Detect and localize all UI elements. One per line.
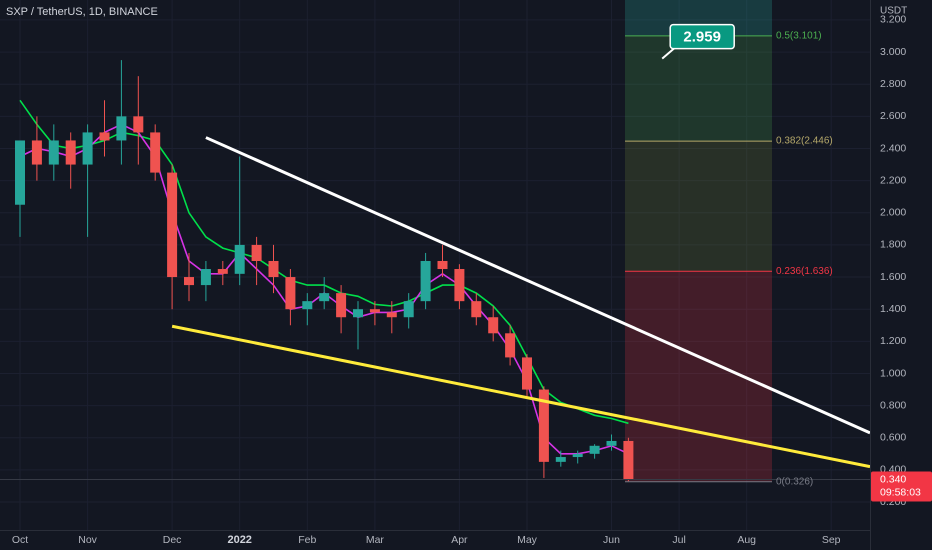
x-tick-label: Mar (366, 534, 385, 546)
candle-body (15, 140, 25, 205)
fib-zone (625, 271, 772, 482)
fib-zone (625, 35, 772, 142)
y-tick-label: 0.800 (880, 399, 906, 411)
candle-body (167, 172, 178, 278)
callout-box (669, 23, 735, 50)
candle-body (420, 260, 431, 302)
fib-label: 0.382(2.446) (776, 136, 833, 147)
y-tick-label: 1.800 (880, 239, 906, 251)
x-tick-label: Jul (672, 534, 685, 546)
y-tick-label: 3.200 (880, 14, 906, 26)
trend-line (171, 324, 871, 469)
y-tick-label: 1.400 (880, 303, 906, 315)
candle-body (302, 301, 313, 310)
currency-label: USDT (880, 6, 907, 17)
candle-body (184, 277, 194, 286)
candle-body (150, 132, 161, 173)
candle-body (234, 244, 245, 274)
candle-body (116, 116, 127, 141)
candle-body (555, 457, 566, 462)
fib-label: 0.5(3.101) (776, 30, 822, 41)
countdown-label: 09:58:03 (880, 486, 921, 498)
candle-body (488, 317, 499, 334)
y-tick-label: 1.200 (880, 335, 906, 347)
x-tick-label: Jun (603, 534, 620, 546)
x-tick-label: Oct (12, 534, 28, 546)
candle-body (336, 293, 347, 318)
candle-body (353, 309, 363, 318)
candle-body (522, 357, 532, 390)
y-tick-label: 2.600 (880, 110, 906, 122)
candle-body (268, 260, 279, 278)
y-tick-label: 2.000 (880, 207, 906, 219)
trend-line (205, 136, 871, 435)
candle-body (200, 269, 211, 286)
candle-body (471, 301, 482, 318)
y-tick-label: 1.600 (880, 271, 906, 283)
candle-body (285, 277, 296, 310)
candle-body (99, 132, 110, 141)
callout-label: 2.959 (683, 29, 721, 46)
candle-body (217, 269, 228, 274)
candle-body (251, 244, 262, 261)
x-tick-label: Apr (451, 534, 468, 546)
y-tick-label: 2.400 (880, 142, 906, 154)
candle-body (589, 445, 600, 454)
y-tick-label: 0.600 (880, 432, 906, 444)
x-tick-label: Aug (737, 534, 756, 546)
x-tick-label: May (517, 534, 538, 546)
last-price-label: 0.340 (880, 473, 906, 485)
y-tick-label: 2.800 (880, 78, 906, 90)
candle-body (505, 333, 516, 358)
x-tick-label: Sep (822, 534, 841, 546)
candle-body (403, 301, 414, 318)
y-tick-label: 1.000 (880, 367, 906, 379)
candle-body (319, 293, 330, 302)
candle-body (31, 140, 42, 165)
x-tick-label: Feb (298, 534, 316, 546)
x-tick-label: Dec (163, 534, 182, 546)
chart-title: SXP / TetherUS, 1D, BINANCE (6, 6, 158, 18)
y-tick-label: 2.200 (880, 174, 906, 186)
candle-body (454, 269, 465, 302)
candle-body (65, 140, 76, 165)
y-tick-label: 3.000 (880, 46, 906, 58)
candle-body (572, 453, 583, 458)
x-tick-label: 2022 (227, 534, 251, 546)
candle-body (606, 440, 617, 446)
candle-body (386, 312, 397, 318)
candle-body (437, 260, 448, 270)
x-tick-label: Nov (78, 534, 97, 546)
candle-body (48, 140, 59, 165)
candle-body (369, 309, 380, 313)
fib-zone (625, 141, 772, 272)
last-price-box (871, 471, 932, 502)
candle-body (82, 132, 93, 165)
fib-label: 0(0.326) (776, 476, 813, 487)
candle-body (538, 389, 549, 462)
candle-body (623, 440, 634, 480)
fib-label: 0.236(1.636) (776, 266, 833, 277)
candle-body (133, 116, 144, 133)
